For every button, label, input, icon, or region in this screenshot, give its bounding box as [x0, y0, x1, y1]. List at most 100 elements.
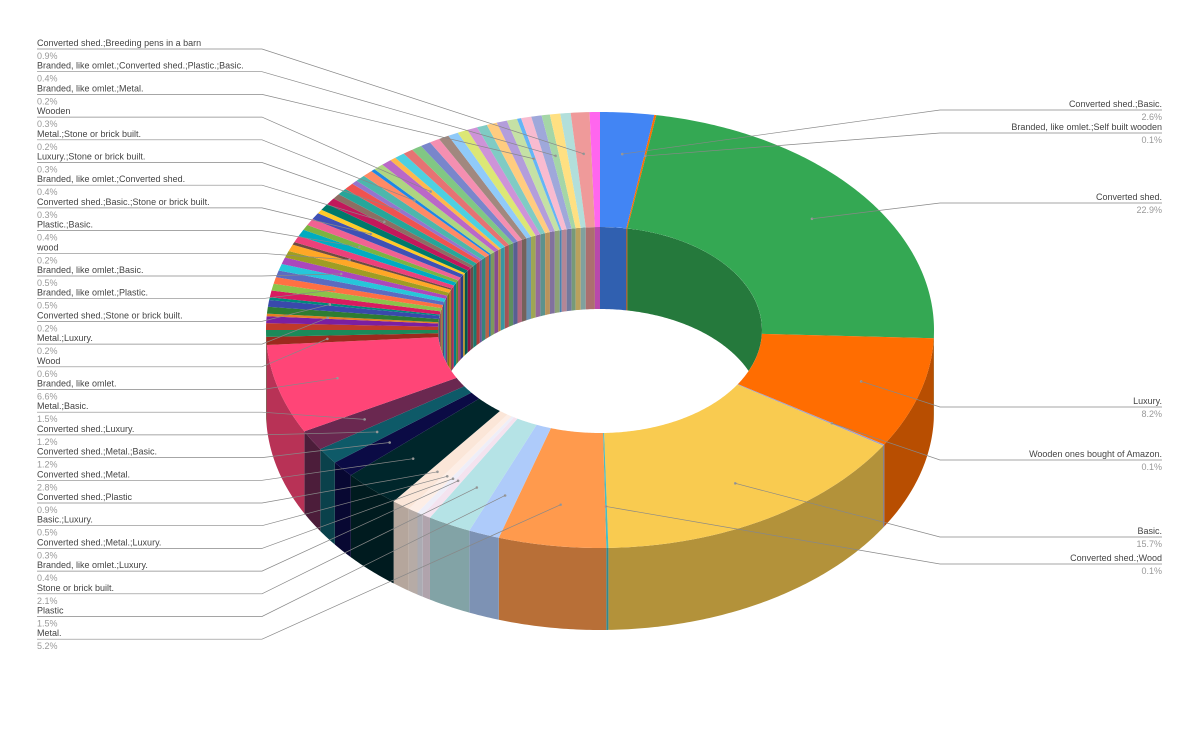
slice — [521, 116, 567, 230]
leader-line — [735, 482, 1162, 538]
slice-inner-side — [535, 234, 541, 318]
slice-value-label: 1.5% — [37, 619, 58, 629]
leader-line — [37, 304, 330, 322]
slice-inner-side — [463, 273, 465, 357]
slice-inner-side — [626, 228, 628, 311]
leader-line — [645, 132, 1162, 157]
slice-inner-side — [449, 289, 451, 375]
leader-line — [37, 478, 454, 549]
slice-inner-side — [531, 235, 536, 319]
slice — [266, 306, 439, 323]
leader-line — [37, 411, 365, 420]
leader-line — [37, 94, 534, 160]
slice — [303, 224, 459, 283]
slice-inner-side — [540, 233, 546, 317]
slice — [266, 316, 439, 327]
slice-value-label: 0.2% — [37, 255, 58, 265]
slice-value-label: 8.2% — [1141, 409, 1162, 419]
slice — [604, 384, 884, 548]
slice-inner-side — [458, 277, 461, 363]
slice-side — [304, 431, 321, 532]
slice-value-label: 6.6% — [37, 392, 58, 402]
slice-inner-side — [521, 238, 527, 322]
leader-line — [37, 273, 342, 277]
slice-value-label: 0.1% — [1141, 135, 1162, 145]
slice — [393, 410, 508, 509]
leader-dot — [328, 303, 332, 306]
slice-side — [608, 445, 884, 630]
slice-label: Plastic — [37, 606, 64, 616]
slice — [486, 122, 550, 234]
slice-value-label: 0.2% — [37, 323, 58, 333]
slice — [320, 386, 472, 463]
slice-label: Wooden ones bought of Amazon. — [1029, 449, 1162, 459]
slice-value-label: 0.9% — [37, 505, 58, 515]
leader-line — [37, 442, 390, 458]
outer-walls — [266, 330, 934, 630]
slice — [334, 392, 480, 476]
slice — [266, 313, 439, 324]
slice — [350, 398, 500, 502]
leader-line — [37, 495, 506, 617]
slice-value-label: 0.4% — [37, 74, 58, 84]
slice-value-label: 1.2% — [37, 460, 58, 470]
slice-label: Metal.;Basic. — [37, 401, 89, 411]
slice-side — [883, 444, 885, 528]
slice — [417, 416, 515, 515]
slice-label: Metal.;Luxury. — [37, 333, 93, 343]
slice-inner-side — [456, 280, 459, 365]
slice-inner-side — [559, 229, 562, 313]
slice — [273, 277, 443, 309]
slice — [600, 112, 655, 229]
slice-label: Branded, like omlet.;Basic. — [37, 265, 144, 275]
leader-dot — [348, 258, 351, 262]
slice-label: Plastic.;Basic. — [37, 220, 93, 230]
slice-label: Converted shed.;Luxury. — [37, 424, 134, 434]
leader-dot — [429, 190, 432, 193]
slice-value-label: 0.5% — [37, 528, 58, 538]
slice-label: Branded, like omlet.;Converted shed. — [37, 174, 185, 184]
slice-side — [408, 508, 418, 595]
leader-line — [37, 116, 431, 192]
slice — [327, 198, 471, 271]
slice — [356, 175, 486, 260]
leader-line — [811, 202, 1162, 220]
slice-inner-side — [549, 231, 555, 315]
slice-inner-side — [585, 227, 595, 310]
leader-line — [37, 252, 350, 261]
slice-inner-side — [513, 241, 518, 326]
slice-inner-side — [464, 270, 468, 356]
slice — [288, 244, 451, 293]
slice-label: Branded, like omlet.;Self built wooden — [1011, 122, 1162, 132]
slice-value-label: 0.1% — [1141, 566, 1162, 576]
slice-label: Metal.;Stone or brick built. — [37, 129, 141, 139]
slice — [439, 135, 527, 240]
slice-value-label: 0.4% — [37, 573, 58, 583]
slice-inner-side — [470, 265, 474, 350]
slice-value-label: 1.2% — [37, 437, 58, 447]
leader-line — [37, 377, 338, 390]
slice — [412, 145, 514, 245]
slice-label: Converted shed. — [1096, 192, 1162, 202]
slice — [395, 153, 505, 249]
slice-inner-side — [561, 229, 567, 312]
slice-side — [393, 501, 409, 591]
slice-inner-side — [627, 228, 762, 412]
leader-line — [37, 162, 400, 211]
slice-label: Wooden — [37, 106, 70, 116]
slice — [269, 297, 440, 316]
slice-label: Converted shed.;Stone or brick built. — [37, 310, 183, 320]
slice-inner-side — [545, 232, 550, 316]
slice-value-label: 1.5% — [37, 414, 58, 424]
leader-dot — [357, 245, 361, 249]
slice — [560, 112, 586, 228]
slice — [266, 337, 457, 432]
slice-inner-side — [571, 228, 576, 311]
slice-value-label: 0.3% — [37, 550, 58, 560]
slice — [603, 432, 609, 548]
slice-inner-side — [500, 246, 505, 331]
slice-inner-side — [517, 239, 522, 324]
leader-line — [831, 422, 1162, 461]
slice-inner-side — [508, 243, 514, 327]
